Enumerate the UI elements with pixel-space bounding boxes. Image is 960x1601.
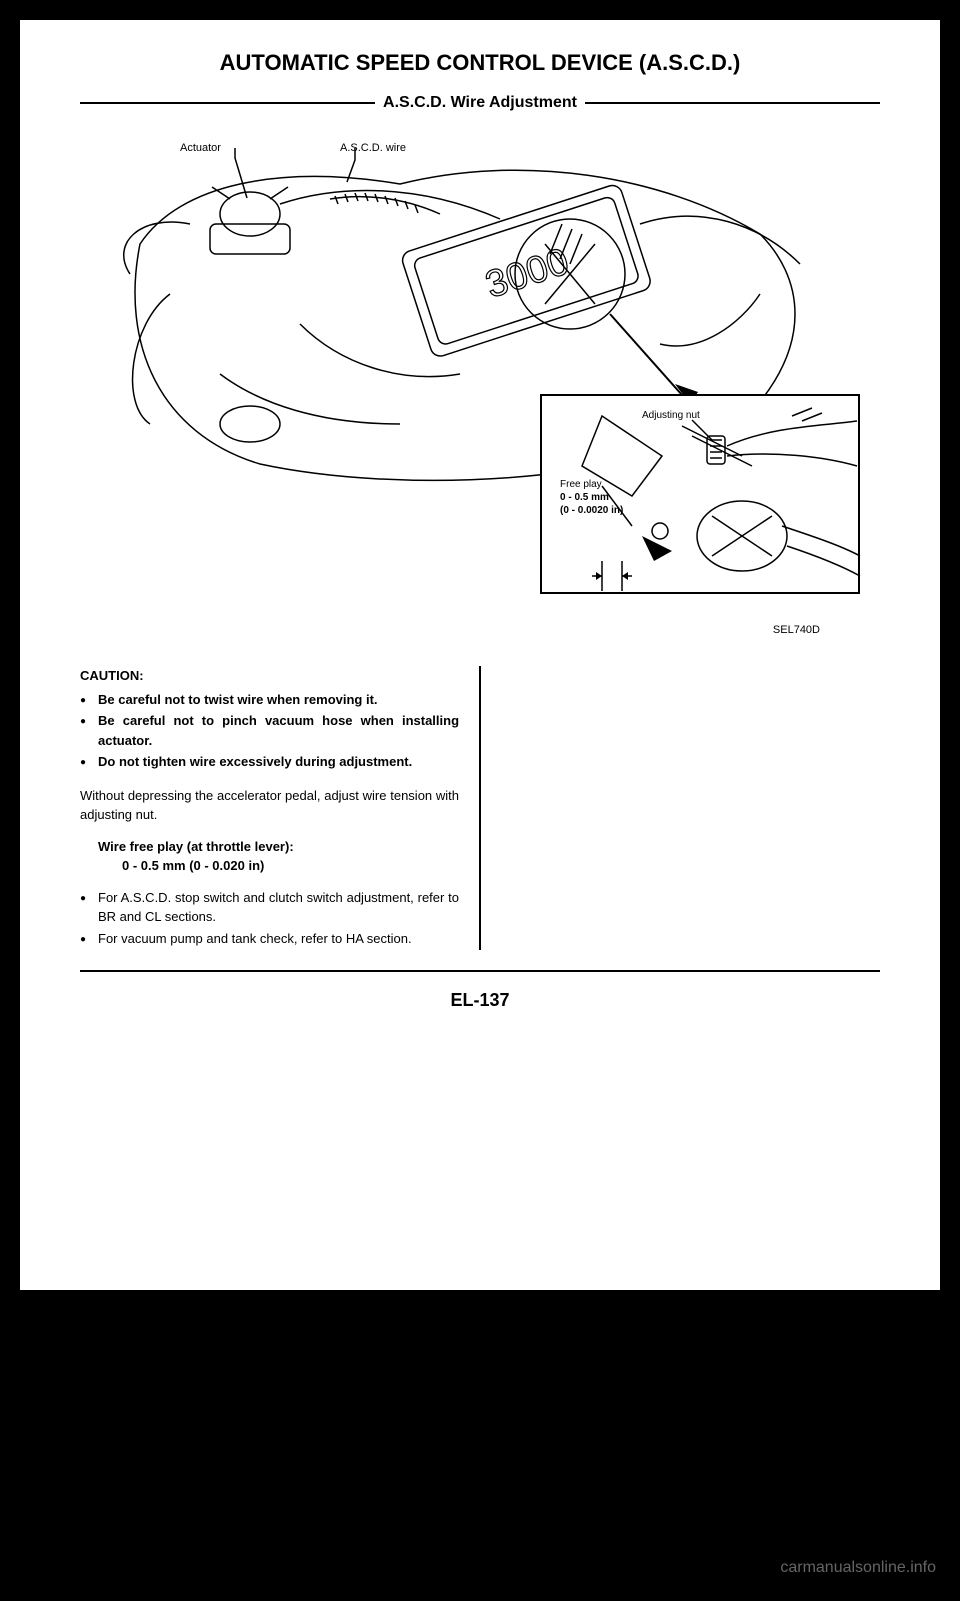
free-play-l2: 0 - 0.5 mm <box>560 492 609 503</box>
caution-item: Be careful not to twist wire when removi… <box>80 690 459 710</box>
caution-item: Be careful not to pinch vacuum hose when… <box>80 711 459 750</box>
caution-list: Be careful not to twist wire when removi… <box>80 690 459 772</box>
spec-block: Wire free play (at throttle lever): 0 - … <box>80 837 459 876</box>
reference-list: For A.S.C.D. stop switch and clutch swit… <box>80 888 459 949</box>
diagram-area: Actuator A.S.C.D. wire <box>80 124 880 614</box>
instruction-para: Without depressing the accelerator pedal… <box>80 786 459 825</box>
content-columns: CAUTION: Be careful not to twist wire wh… <box>80 666 880 972</box>
rule-left <box>80 102 375 104</box>
spec-label: Wire free play (at throttle lever): <box>98 837 459 857</box>
subtitle: A.S.C.D. Wire Adjustment <box>375 94 585 112</box>
reference-item: For vacuum pump and tank check, refer to… <box>80 929 459 949</box>
manual-page: AUTOMATIC SPEED CONTROL DEVICE (A.S.C.D.… <box>20 20 940 1290</box>
spec-value: 0 - 0.5 mm (0 - 0.020 in) <box>98 856 459 876</box>
free-play-l3: (0 - 0.0020 in) <box>560 505 623 516</box>
inset-detail: Adjusting nut Free play 0 - 0.5 mm (0 - … <box>540 394 860 594</box>
svg-text:3000: 3000 <box>481 241 574 307</box>
label-adjusting-nut: Adjusting nut <box>642 410 700 421</box>
page-number: EL-137 <box>80 990 880 1011</box>
reference-item: For A.S.C.D. stop switch and clutch swit… <box>80 888 459 927</box>
left-column: CAUTION: Be careful not to twist wire wh… <box>80 666 479 950</box>
right-column <box>481 666 880 950</box>
subtitle-row: A.S.C.D. Wire Adjustment <box>80 94 880 112</box>
caution-item: Do not tighten wire excessively during a… <box>80 752 459 772</box>
rule-right <box>585 102 880 104</box>
page-title: AUTOMATIC SPEED CONTROL DEVICE (A.S.C.D.… <box>80 50 880 76</box>
label-free-play: Free play 0 - 0.5 mm (0 - 0.0020 in) <box>560 478 623 517</box>
free-play-l1: Free play <box>560 479 602 490</box>
figure-code: SEL740D <box>80 624 880 636</box>
caution-heading: CAUTION: <box>80 666 459 686</box>
watermark: carmanualsonline.info <box>780 1559 936 1577</box>
